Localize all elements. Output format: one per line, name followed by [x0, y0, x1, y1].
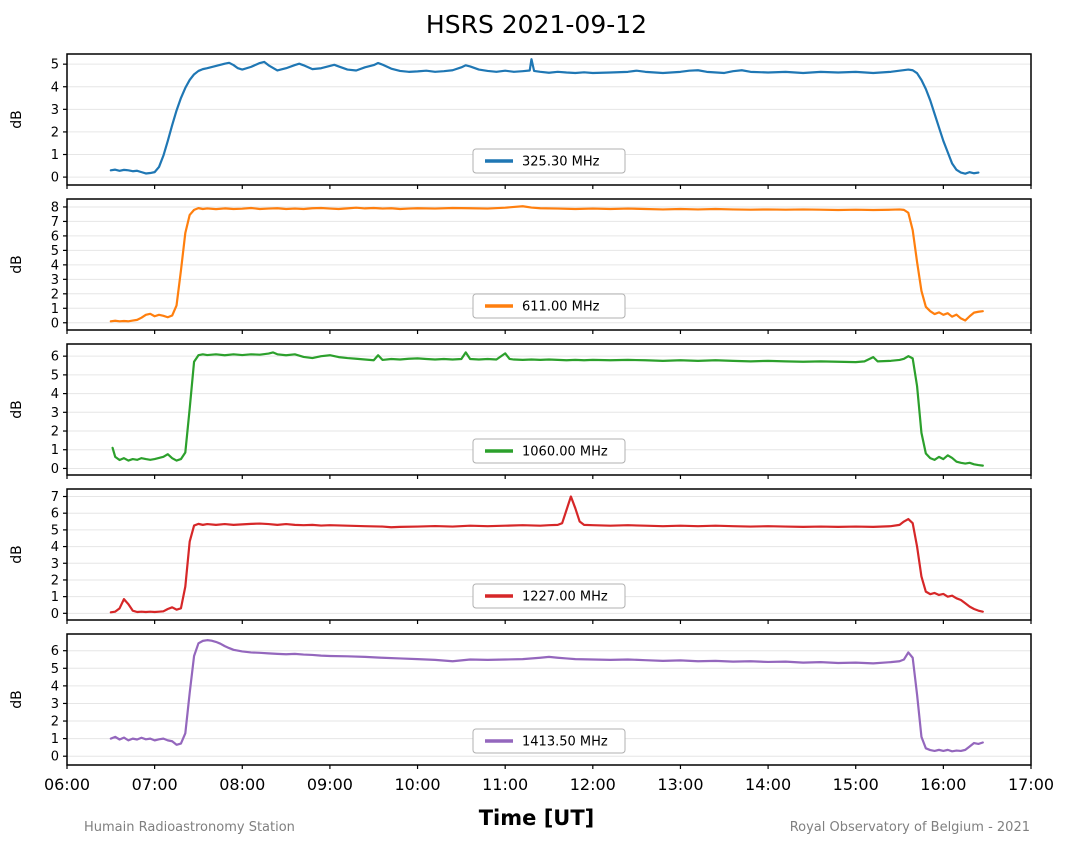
- y-tick-label: 3: [51, 273, 59, 288]
- panel-2: 0 1 2 3 4 5 6 dB 1060.00 MHz: [9, 343, 1032, 479]
- y-tick-label: 1: [51, 590, 59, 605]
- y-tick-label: 1: [51, 302, 59, 317]
- panel-4: 0 1 2 3 4 5 6 06:00 07:00 08:00 09:00 10:00 11:00 12:…: [9, 633, 1054, 794]
- y-tick-label: 5: [51, 58, 59, 73]
- y-tick-label: 5: [51, 368, 59, 383]
- legend: 325.30 MHz: [472, 148, 626, 174]
- legend-box: [472, 583, 626, 609]
- y-tick-label: 1: [51, 732, 59, 747]
- x-tick-label: 09:00: [307, 775, 353, 794]
- y-axis-title: dB: [9, 110, 25, 129]
- axes-frame: [66, 198, 1032, 331]
- y-tick-label: 0: [51, 750, 59, 765]
- legend-label: 1060.00 MHz: [522, 445, 608, 460]
- y-tick-label: 6: [51, 229, 59, 244]
- y-tick-label: 0: [51, 462, 59, 477]
- axes-frame: [66, 633, 1032, 766]
- y-tick-label: 4: [51, 679, 59, 694]
- y-tick-label: 2: [51, 287, 59, 302]
- legend: 611.00 MHz: [472, 293, 626, 319]
- series-line-325.30-MHz: [109, 58, 980, 175]
- legend-label: 611.00 MHz: [522, 300, 600, 315]
- y-axis-title: dB: [9, 545, 25, 564]
- x-tick-label: 14:00: [745, 775, 791, 794]
- axes-frame: [66, 53, 1032, 186]
- y-tick-label: 5: [51, 523, 59, 538]
- legend-label: 325.30 MHz: [522, 155, 600, 170]
- x-tick-label: 15:00: [833, 775, 879, 794]
- x-tick-label: 12:00: [570, 775, 616, 794]
- footer-station-name: Humain Radioastronomy Station: [84, 820, 295, 835]
- y-tick-label: 2: [51, 125, 59, 140]
- panel-0: 0 1 2 3 4 5 dB 325.30 MHz: [9, 53, 1032, 189]
- legend-label: 1413.50 MHz: [522, 735, 608, 750]
- axes-frame: [66, 343, 1032, 476]
- legend: 1060.00 MHz: [472, 438, 626, 464]
- x-tick-label: 11:00: [482, 775, 528, 794]
- y-tick-label: 5: [51, 662, 59, 677]
- y-tick-label: 7: [51, 490, 59, 505]
- y-tick-label: 2: [51, 573, 59, 588]
- legend-label: 1227.00 MHz: [522, 590, 608, 605]
- y-tick-label: 6: [51, 507, 59, 522]
- x-tick-label: 08:00: [219, 775, 265, 794]
- series-line-1060.00-MHz: [111, 351, 984, 467]
- x-tick-label: 06:00: [44, 775, 90, 794]
- y-tick-label: 4: [51, 258, 59, 273]
- legend-box: [472, 148, 626, 174]
- y-tick-label: 3: [51, 697, 59, 712]
- legend-box: [472, 728, 626, 754]
- y-tick-label: 5: [51, 244, 59, 259]
- y-tick-label: 2: [51, 425, 59, 440]
- y-tick-label: 1: [51, 148, 59, 163]
- series-line-1413.50-MHz: [109, 639, 984, 753]
- legend-box: [472, 293, 626, 319]
- y-tick-label: 3: [51, 103, 59, 118]
- y-tick-label: 8: [51, 200, 59, 215]
- y-tick-label: 3: [51, 557, 59, 572]
- legend: 1227.00 MHz: [472, 583, 626, 609]
- y-tick-label: 0: [51, 607, 59, 622]
- axes-frame: [66, 488, 1032, 621]
- y-tick-label: 2: [51, 715, 59, 730]
- x-tick-label: 07:00: [132, 775, 178, 794]
- legend-box: [472, 438, 626, 464]
- y-tick-label: 4: [51, 387, 59, 402]
- x-tick-label: 10:00: [394, 775, 440, 794]
- legend: 1413.50 MHz: [472, 728, 626, 754]
- y-tick-label: 4: [51, 80, 59, 95]
- y-axis-title: dB: [9, 690, 25, 709]
- x-tick-label: 16:00: [920, 775, 966, 794]
- y-tick-label: 6: [51, 644, 59, 659]
- y-tick-label: 3: [51, 406, 59, 421]
- footer-credit: Royal Observatory of Belgium - 2021: [789, 820, 1030, 835]
- y-tick-label: 1: [51, 443, 59, 458]
- series-line-1227.00-MHz: [109, 495, 984, 614]
- y-axis-title: dB: [9, 400, 25, 419]
- y-tick-label: 0: [51, 171, 59, 186]
- y-axis-title: dB: [9, 255, 25, 274]
- series-line-611.00-MHz: [109, 205, 984, 323]
- y-tick-label: 6: [51, 350, 59, 365]
- x-tick-label: 13:00: [657, 775, 703, 794]
- y-tick-label: 7: [51, 215, 59, 230]
- panel-3: 0 1 23 4 56 7 dB 1227.00 MHz: [9, 488, 1032, 624]
- x-tick-label: 17:00: [1008, 775, 1054, 794]
- x-axis-label: Time [UT]: [478, 806, 595, 830]
- chart-title: HSRS 2021-09-12: [425, 10, 648, 39]
- y-tick-label: 0: [51, 316, 59, 331]
- y-tick-label: 4: [51, 540, 59, 555]
